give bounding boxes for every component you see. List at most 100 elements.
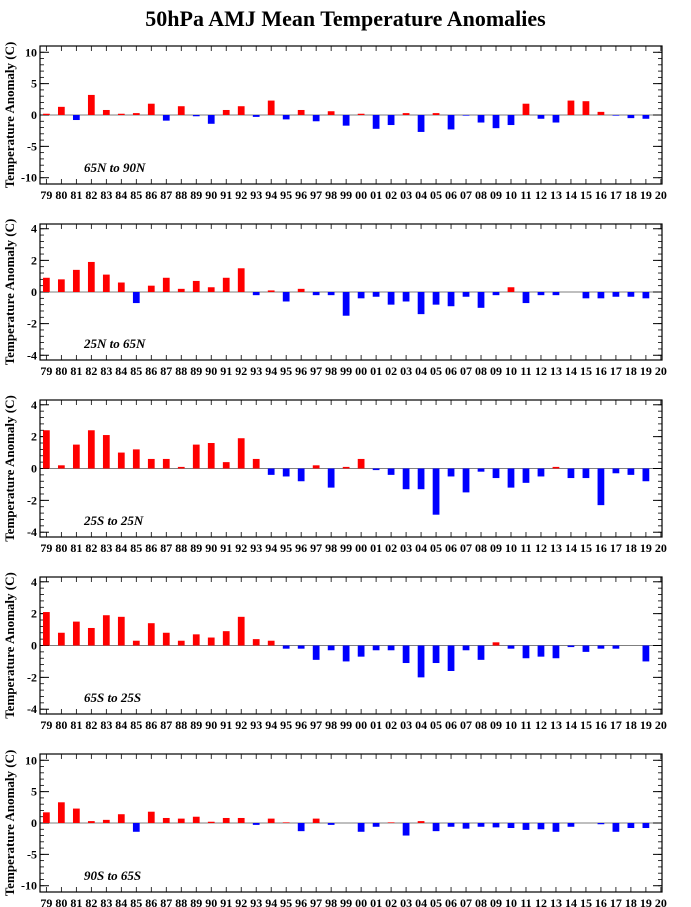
- x-tick-label: 08: [475, 718, 487, 732]
- bar: [522, 823, 530, 830]
- x-tick-label: 94: [265, 718, 277, 732]
- y-axis-label: Temperature Anomaly (C): [2, 572, 17, 719]
- y-axis-label: Temperature Anomaly (C): [2, 219, 17, 366]
- x-tick-label: 12: [535, 188, 547, 202]
- bar: [102, 819, 110, 823]
- bar: [567, 100, 575, 115]
- x-tick-label: 93: [250, 896, 262, 907]
- x-tick-label: 01: [370, 364, 382, 378]
- x-tick-label: 85: [130, 541, 142, 555]
- bar: [567, 823, 575, 827]
- bar: [237, 268, 245, 292]
- x-tick-label: 80: [55, 896, 67, 907]
- y-tick-label: -2: [27, 493, 37, 507]
- x-tick-label: 99: [340, 718, 352, 732]
- bar: [462, 292, 470, 297]
- x-tick-label: 94: [265, 541, 277, 555]
- x-tick-label: 19: [640, 188, 652, 202]
- x-tick-label: 13: [550, 364, 562, 378]
- bar: [432, 113, 440, 115]
- x-tick-label: 06: [445, 896, 457, 907]
- bar: [342, 466, 350, 469]
- bar: [177, 818, 185, 823]
- bar: [237, 438, 245, 469]
- x-tick-label: 08: [475, 541, 487, 555]
- x-tick-label: 96: [295, 541, 307, 555]
- x-tick-label: 91: [220, 541, 232, 555]
- x-tick-label: 79: [40, 364, 52, 378]
- bar: [432, 292, 440, 305]
- bar: [477, 115, 485, 123]
- bar: [387, 822, 395, 823]
- x-tick-label: 83: [100, 188, 112, 202]
- bar: [582, 292, 590, 299]
- bar: [357, 292, 365, 299]
- bar: [477, 292, 485, 308]
- x-tick-label: 13: [550, 896, 562, 907]
- x-tick-label: 14: [565, 188, 577, 202]
- bar: [252, 823, 260, 825]
- x-tick-label: 12: [535, 364, 547, 378]
- bar: [43, 812, 50, 823]
- bar: [312, 818, 320, 823]
- x-tick-label: 13: [550, 718, 562, 732]
- x-tick-label: 10: [505, 188, 517, 202]
- bar: [207, 821, 215, 823]
- bar: [537, 468, 545, 477]
- x-tick-label: 05: [430, 188, 442, 202]
- x-tick-label: 98: [325, 718, 337, 732]
- x-tick-label: 83: [100, 364, 112, 378]
- bar: [417, 821, 425, 823]
- x-tick-label: 81: [70, 541, 82, 555]
- x-tick-label: 07: [460, 718, 472, 732]
- bar: [147, 623, 155, 646]
- x-tick-label: 07: [460, 188, 472, 202]
- x-tick-label: 98: [325, 188, 337, 202]
- x-tick-label: 00: [355, 364, 367, 378]
- x-tick-label: 88: [175, 896, 187, 907]
- x-tick-label: 80: [55, 541, 67, 555]
- x-tick-label: 15: [580, 718, 592, 732]
- x-tick-label: 10: [505, 896, 517, 907]
- x-tick-label: 82: [85, 188, 97, 202]
- bar: [402, 645, 410, 664]
- y-tick-label: -5: [27, 139, 37, 153]
- bar: [327, 823, 335, 825]
- bar: [552, 466, 560, 469]
- x-tick-label: 15: [580, 188, 592, 202]
- bar: [192, 816, 200, 823]
- bar: [597, 468, 605, 506]
- x-tick-label: 05: [430, 896, 442, 907]
- x-tick-label: 86: [145, 896, 157, 907]
- bar: [147, 458, 155, 469]
- bar: [147, 285, 155, 292]
- bar: [492, 292, 500, 296]
- bar: [222, 462, 230, 469]
- x-tick-label: 96: [295, 364, 307, 378]
- x-tick-label: 20: [655, 896, 667, 907]
- x-tick-label: 14: [565, 718, 577, 732]
- x-tick-label: 79: [40, 896, 52, 907]
- x-tick-label: 92: [235, 896, 247, 907]
- x-tick-label: 87: [160, 188, 172, 202]
- bar: [537, 115, 545, 119]
- x-tick-label: 16: [595, 188, 607, 202]
- y-tick-label: -2: [27, 670, 37, 684]
- bar: [402, 823, 410, 836]
- bar: [357, 458, 365, 469]
- x-tick-label: 93: [250, 188, 262, 202]
- x-tick-label: 05: [430, 364, 442, 378]
- x-tick-label: 99: [340, 541, 352, 555]
- bar: [252, 639, 260, 646]
- bar: [327, 468, 335, 488]
- x-tick-label: 96: [295, 896, 307, 907]
- x-tick-label: 94: [265, 364, 277, 378]
- bar: [282, 292, 290, 302]
- x-tick-label: 82: [85, 718, 97, 732]
- bar: [87, 261, 95, 292]
- x-tick-label: 02: [385, 364, 397, 378]
- bar: [507, 645, 515, 649]
- bar: [417, 645, 425, 678]
- x-tick-label: 03: [400, 364, 412, 378]
- bar: [57, 632, 65, 646]
